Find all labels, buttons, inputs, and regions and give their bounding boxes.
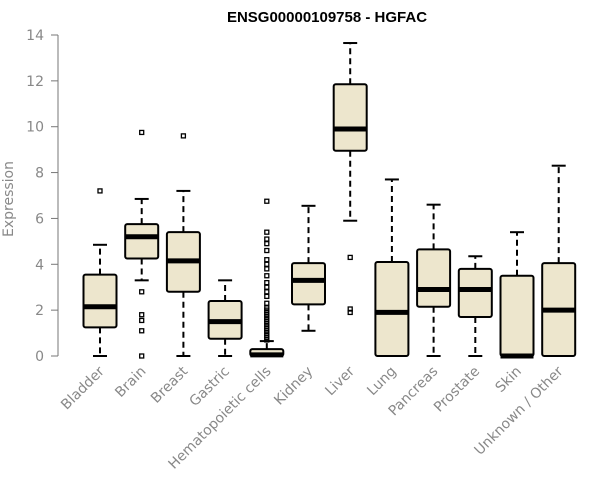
x-category-label: Bladder: [58, 363, 108, 413]
outlier-point: [264, 236, 270, 242]
y-tick-label: 2: [35, 303, 44, 319]
box-group: [416, 203, 452, 357]
box-group: [291, 204, 326, 332]
box-group: [332, 42, 368, 316]
outlier-point: [139, 312, 145, 318]
y-tick-label: 8: [35, 166, 44, 182]
outlier-point: [139, 328, 145, 334]
outlier-point: [264, 240, 270, 247]
box-group: [457, 255, 493, 357]
chart-title: ENSG00000109758 - HGFAC: [227, 9, 427, 26]
x-category-label: Prostate: [431, 364, 483, 416]
iqr-box: [82, 273, 118, 329]
box-group: [207, 279, 243, 357]
iqr-box: [332, 83, 368, 152]
outlier-point: [264, 261, 270, 267]
outlier-point: [264, 266, 270, 272]
x-category-label: Skin: [492, 364, 524, 396]
y-tick-label: 10: [26, 120, 44, 136]
outlier-point: [97, 188, 103, 194]
box-group: [541, 164, 577, 357]
x-category-label: Kidney: [271, 364, 316, 409]
y-tick-label: 12: [26, 74, 44, 90]
box-group: [82, 188, 118, 357]
y-tick-label: 6: [35, 211, 44, 227]
outlier-point: [139, 129, 145, 136]
box-group: [165, 133, 201, 357]
iqr-box: [457, 267, 493, 319]
outlier-point: [264, 279, 270, 286]
outlier-point: [264, 289, 270, 295]
iqr-box: [124, 223, 160, 260]
iqr-box: [291, 262, 326, 306]
x-category-label: Brain: [112, 364, 149, 401]
outlier-point: [139, 289, 145, 295]
box-group: [374, 178, 410, 357]
box-group: [249, 198, 285, 358]
y-tick-label: 0: [35, 349, 44, 365]
x-category-label: Liver: [322, 363, 358, 399]
x-category-label: Lung: [364, 364, 399, 399]
outlier-point: [264, 198, 270, 204]
outlier-point: [264, 257, 270, 263]
y-axis-label: Expression: [1, 161, 17, 237]
outlier-point: [139, 353, 145, 359]
outlier-point: [264, 300, 270, 306]
iqr-box: [374, 260, 410, 357]
outlier-point: [264, 293, 270, 300]
outlier-point: [264, 273, 270, 279]
outlier-point: [180, 133, 187, 139]
y-tick-label: 14: [26, 28, 44, 44]
outlier-point: [264, 284, 270, 290]
outlier-point: [264, 247, 270, 254]
boxes-group: [82, 42, 577, 359]
outlier-point: [347, 254, 353, 261]
box-group: [499, 231, 535, 359]
x-category-label: Breast: [148, 363, 192, 407]
box-group: [124, 129, 160, 359]
outlier-point: [139, 317, 145, 324]
outlier-point: [264, 229, 270, 235]
y-tick-label: 4: [35, 257, 44, 273]
outlier-point: [347, 306, 353, 312]
iqr-box: [499, 274, 535, 357]
y-axis-ticks: 0 2 4 6 8 10 12 14: [26, 28, 58, 365]
iqr-box: [416, 248, 452, 308]
